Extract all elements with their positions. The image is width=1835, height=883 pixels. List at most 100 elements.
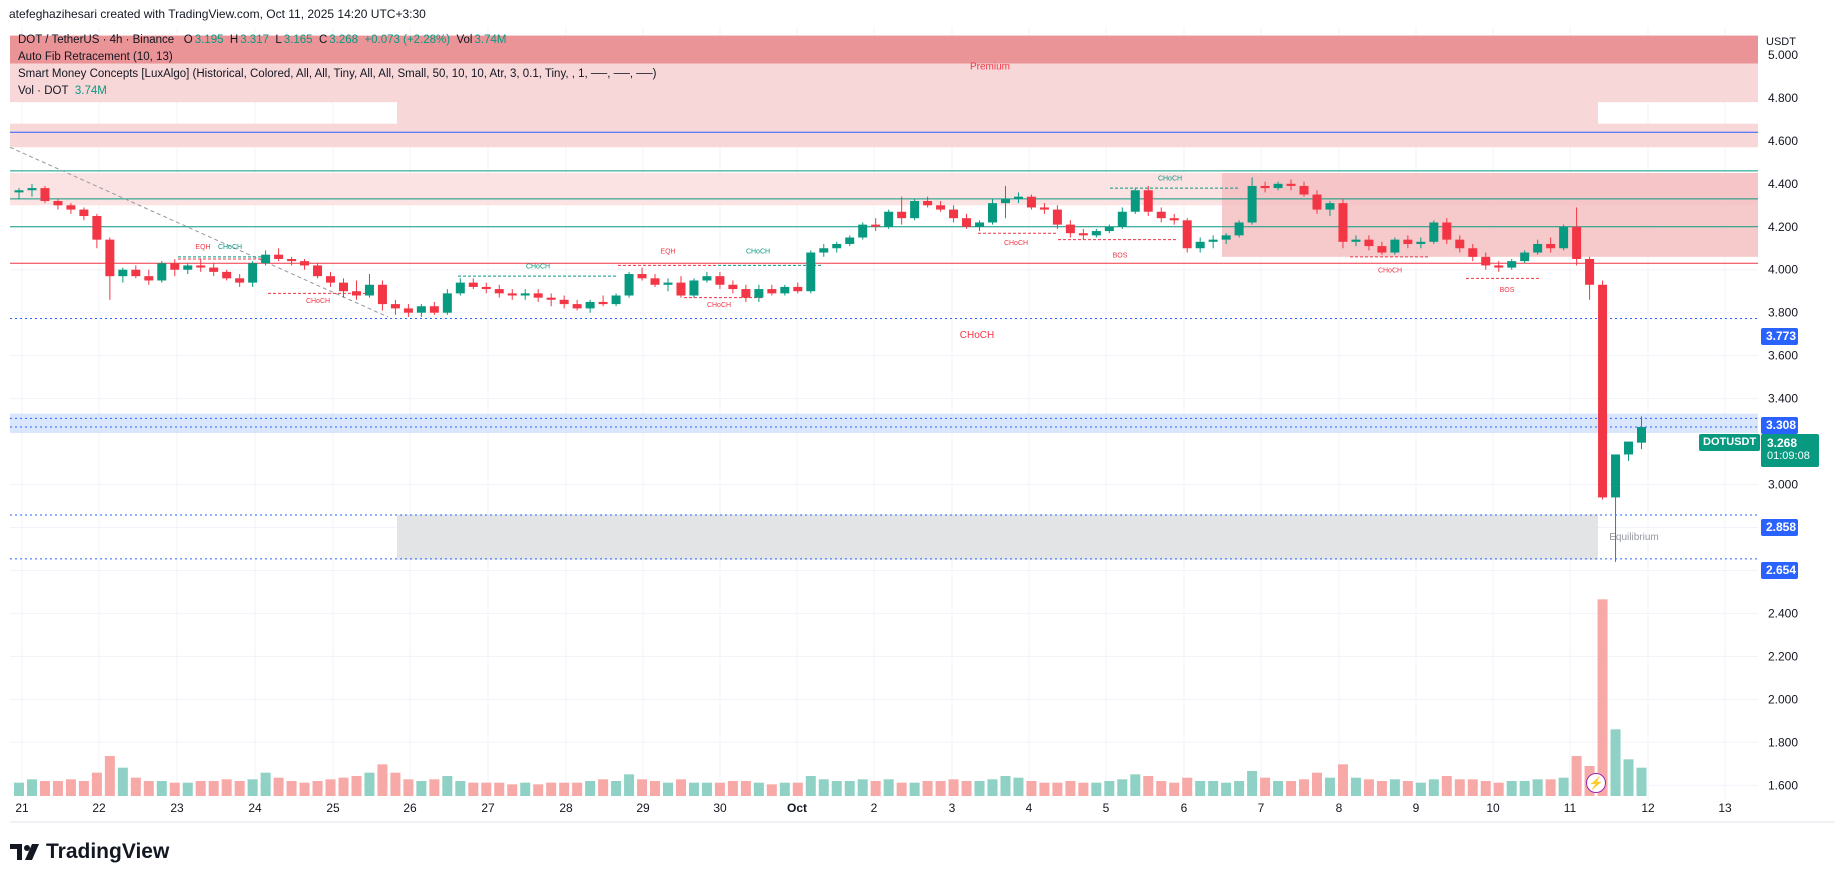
candle-body (949, 209, 959, 219)
candle-body (897, 211, 907, 219)
time-tick-label: 25 (326, 801, 340, 815)
premium-label: Premium (970, 62, 1010, 73)
structure-label: CHoCH (1378, 268, 1402, 275)
structure-label: EQH (660, 248, 675, 255)
volume-bar (1065, 781, 1076, 796)
volume-bar (1467, 779, 1478, 796)
volume-bar (753, 782, 764, 796)
attribution-text: atefeghazihesari created with TradingVie… (9, 7, 426, 21)
price-tick-label: 1.600 (1768, 778, 1798, 792)
legend-low: 3.165 (283, 34, 313, 46)
currency-label[interactable]: USDT (1766, 36, 1796, 48)
candle-body (235, 278, 245, 283)
candle-body (676, 282, 686, 296)
price-tick-label: 2.400 (1768, 606, 1798, 620)
volume-bar (766, 784, 777, 796)
candle-body (1520, 252, 1530, 262)
volume-bar (831, 781, 842, 796)
candle-body (845, 237, 855, 244)
volume-bar (1286, 781, 1297, 796)
candle-body (832, 243, 842, 249)
candle-body (1013, 196, 1023, 199)
candle-body (287, 258, 297, 262)
candle-body (1546, 243, 1556, 249)
candle-body (1572, 226, 1582, 259)
legend-indicator-vol[interactable]: Vol · DOT 3.74M (18, 85, 107, 97)
volume-bar (922, 781, 933, 796)
volume-bar (598, 779, 609, 796)
structure-label: CHoCH (1004, 240, 1028, 247)
legend-close: 3.268 (329, 34, 359, 46)
legend-symbol[interactable]: DOT / TetherUS · 4h · Binance (18, 34, 175, 46)
candle-body (40, 188, 50, 201)
volume-bar (650, 781, 661, 796)
candle-body (923, 200, 933, 206)
time-tick-label: 23 (170, 801, 184, 815)
tradingview-logo[interactable]: TradingView (10, 840, 169, 864)
volume-bar (1415, 782, 1426, 796)
volume-bar (1299, 779, 1310, 796)
candle-body (1312, 194, 1322, 210)
volume-bar (455, 781, 466, 796)
volume-bar (1545, 779, 1556, 796)
candle-body (988, 203, 997, 223)
candle-body (1117, 211, 1127, 227)
time-tick-label: 7 (1258, 801, 1265, 815)
legend-indicator-fib[interactable]: Auto Fib Retracement (10, 13) (18, 51, 173, 63)
volume-bar (727, 781, 738, 796)
volume-bar (442, 776, 453, 796)
choch-label: CHoCH (960, 330, 994, 341)
volume-bar (234, 781, 245, 796)
candle-body (248, 263, 258, 283)
volume-bar (1026, 781, 1037, 796)
volume-bar (805, 776, 816, 796)
candle-body (1026, 196, 1036, 208)
volume-bar (1312, 772, 1322, 796)
volume-bar (1350, 777, 1361, 796)
candle-body (1468, 248, 1478, 257)
candle-body (481, 286, 491, 290)
candle-body (313, 265, 323, 277)
candle-body (910, 200, 920, 219)
volume-bar (1052, 782, 1063, 796)
volume-bar (974, 781, 985, 796)
candle-body (339, 282, 348, 292)
candle-body (1286, 183, 1296, 186)
volume-bar (1104, 781, 1115, 796)
time-tick-label: 27 (481, 801, 495, 815)
volume-bars (14, 599, 1647, 796)
candle-body (274, 254, 284, 259)
candle-body (79, 209, 89, 217)
price-tag-2654: 2.654 (1761, 562, 1798, 579)
candle-body (390, 304, 400, 309)
brand-name: TradingView (46, 840, 170, 863)
time-tick-label: 10 (1486, 801, 1500, 815)
volume-bar (247, 779, 258, 796)
candle-body (1247, 185, 1257, 223)
volume-bar (987, 779, 998, 796)
volume-bar (779, 782, 790, 796)
supply-band (10, 123, 1758, 148)
lightning-icon[interactable]: ⚡ (1586, 773, 1606, 793)
time-tick-label: 22 (92, 801, 106, 815)
candle-body (663, 282, 673, 285)
volume-bar (78, 781, 89, 796)
candle-body (858, 224, 868, 238)
candle-body (780, 286, 790, 294)
candle-body (468, 282, 478, 287)
price-tick-label: 4.400 (1768, 177, 1798, 191)
legend-indicator-smc[interactable]: Smart Money Concepts [LuxAlgo] (Historic… (18, 68, 657, 80)
legend-open: 3.195 (194, 34, 224, 46)
candle-body (416, 306, 426, 313)
volume-bar (195, 781, 206, 796)
last-price: 3.268 (1767, 436, 1798, 450)
candle-body (754, 289, 764, 298)
candle-body (962, 218, 972, 227)
volume-bar (1441, 776, 1452, 796)
candle-body (170, 263, 180, 270)
volume-bar (1221, 782, 1232, 796)
time-tick-label: 26 (403, 801, 417, 815)
legend-o-label: O (183, 34, 193, 46)
candle-body (1611, 454, 1621, 498)
